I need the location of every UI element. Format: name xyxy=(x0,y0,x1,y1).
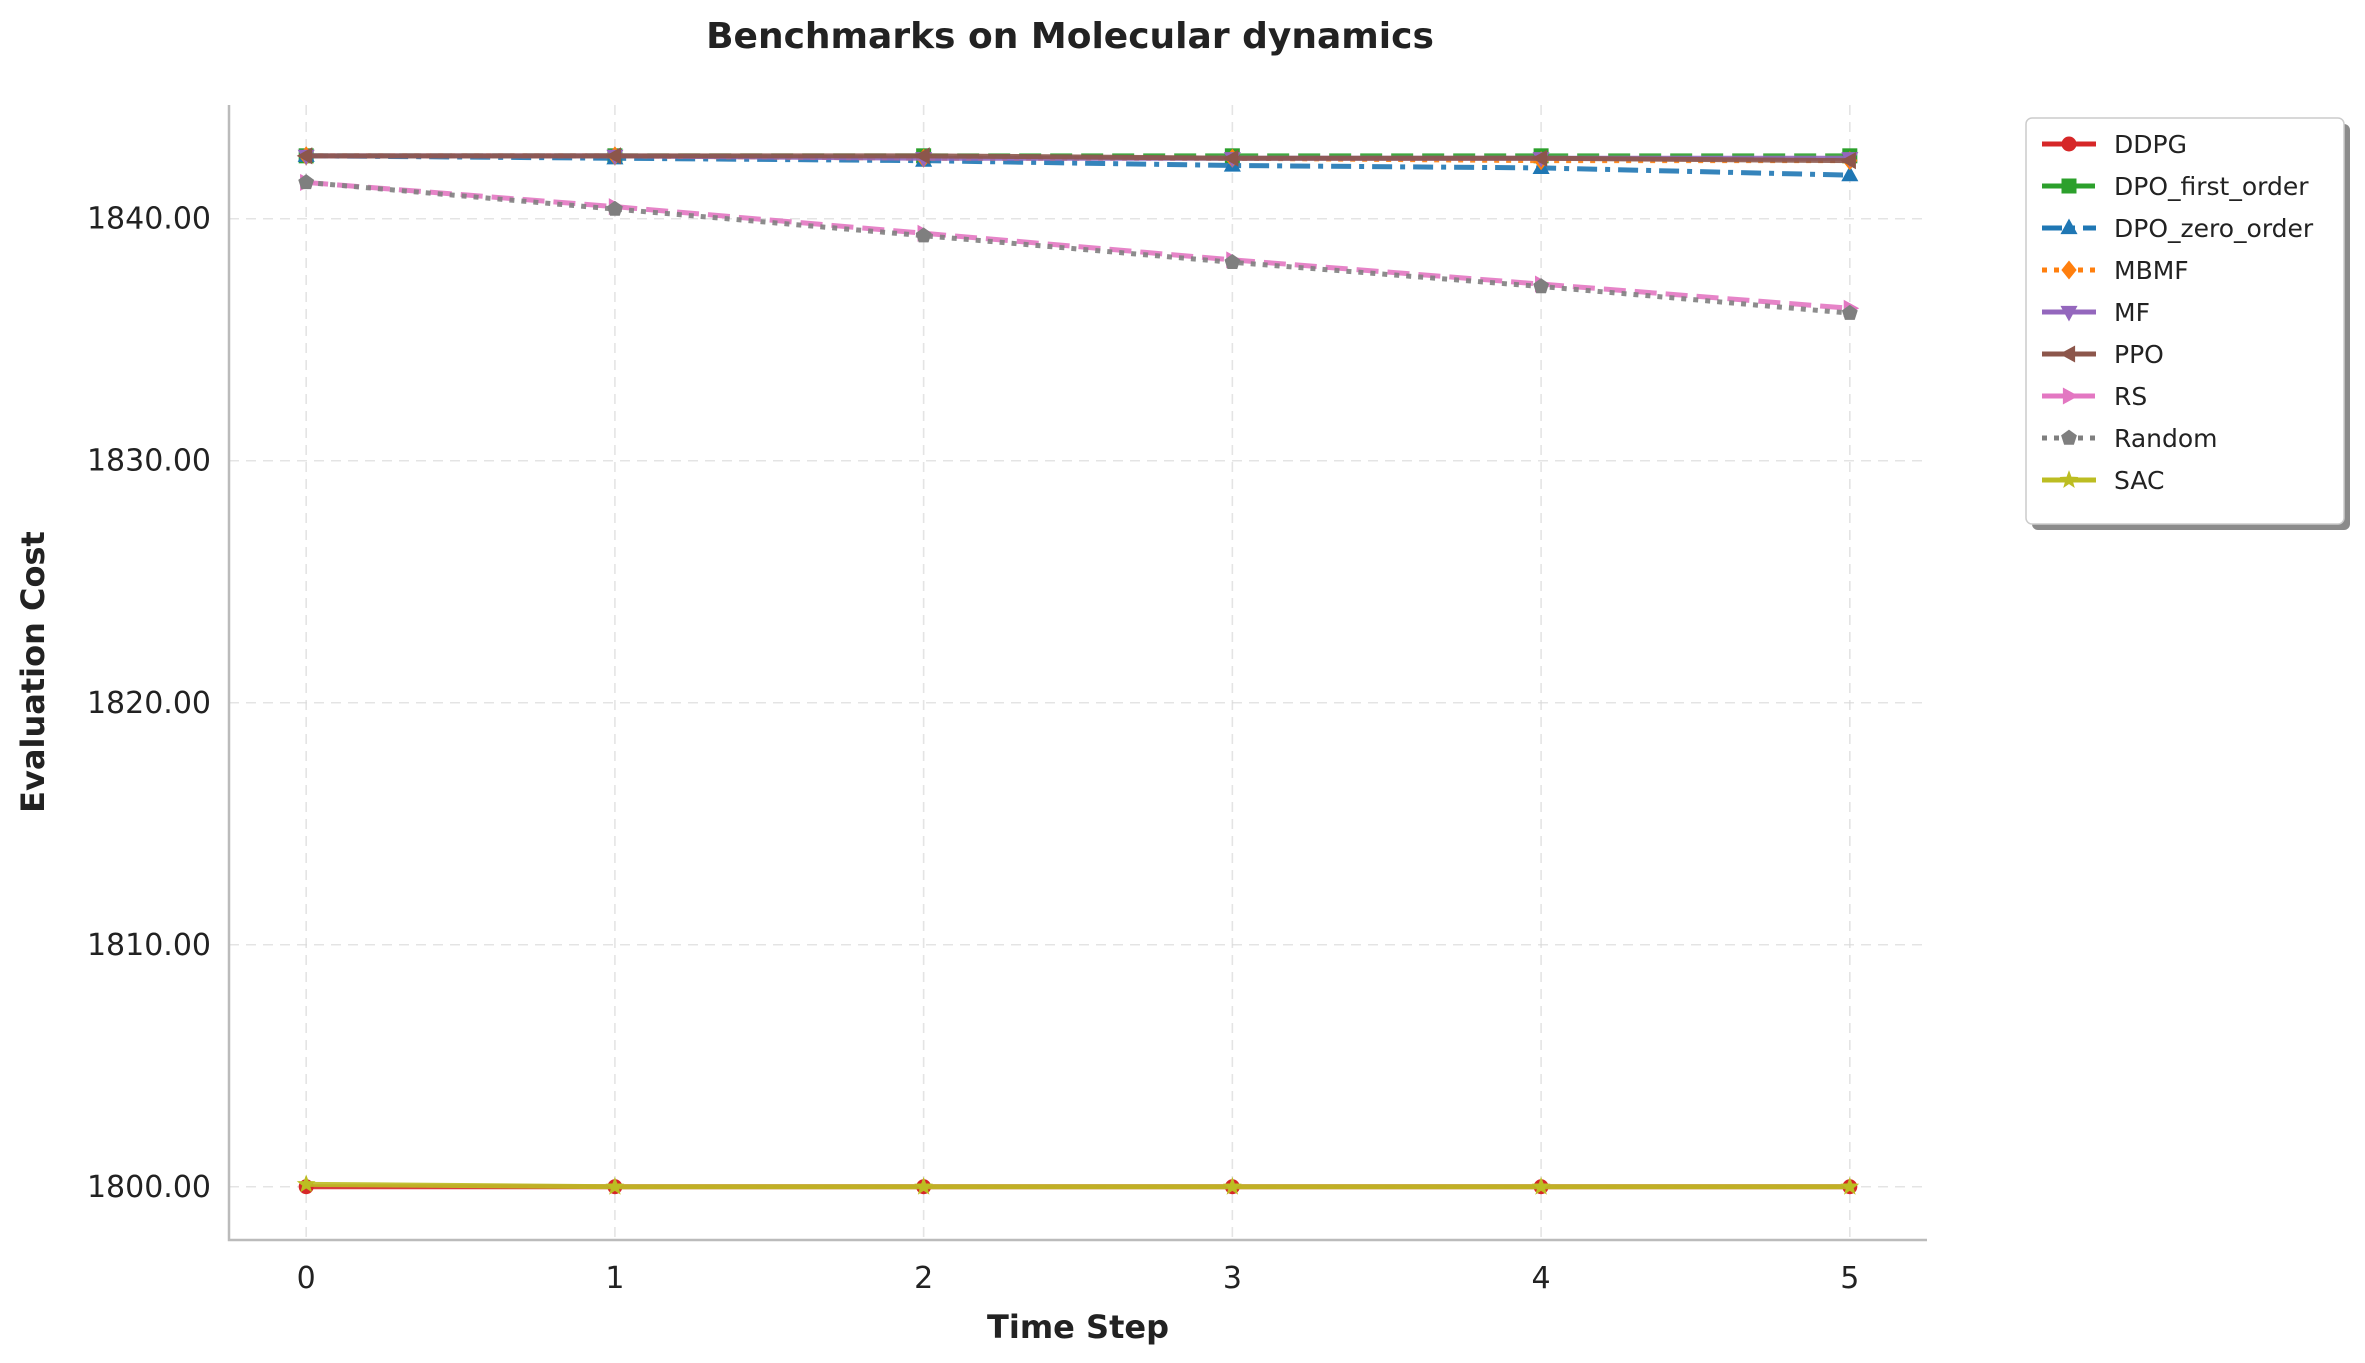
data-point-ppo xyxy=(605,147,622,165)
series-ppo xyxy=(296,147,1856,170)
series-sac xyxy=(296,1174,1860,1195)
x-tick-label: 2 xyxy=(914,1261,933,1296)
legend-label: Random xyxy=(2114,424,2218,453)
data-point-random xyxy=(1841,304,1858,320)
axes xyxy=(227,105,1927,1242)
data-point-sac xyxy=(296,1174,316,1193)
data-point-ppo xyxy=(914,147,930,165)
series-line-sac xyxy=(306,1181,1850,1190)
data-point-random xyxy=(298,174,315,190)
legend-marker xyxy=(2061,136,2077,152)
series-line-ppo xyxy=(306,153,1850,164)
y-tick-label: 1820.00 xyxy=(87,686,211,721)
legend-item-sac: SAC xyxy=(2042,466,2164,495)
data-point-ppo xyxy=(1531,149,1548,167)
series-layer xyxy=(296,146,1860,1195)
data-point-random xyxy=(915,227,932,243)
legend-label: DDPG xyxy=(2114,130,2187,159)
data-point-ppo xyxy=(296,147,313,165)
legend-label: DPO_first_order xyxy=(2114,172,2309,201)
data-point-dpo-zero-order xyxy=(1841,165,1859,182)
x-tick-label: 3 xyxy=(1223,1261,1242,1296)
data-point-sac xyxy=(914,1176,933,1195)
grid xyxy=(229,105,1927,1240)
y-tick-label: 1810.00 xyxy=(87,928,211,963)
axis-spines xyxy=(227,105,1927,1242)
data-point-random xyxy=(1224,253,1241,270)
legend-marker xyxy=(2060,305,2078,322)
legend-label: RS xyxy=(2114,382,2147,411)
data-point-random xyxy=(606,200,623,216)
legend: DDPG DPO_first_order DPO_zero_order MBMF MF P… xyxy=(2025,117,2350,530)
data-point-sac xyxy=(605,1176,625,1195)
x-ticks: 0 1 2 3 4 5 xyxy=(297,1261,1860,1296)
legend-label: DPO_zero_order xyxy=(2114,214,2314,243)
legend-item-mf: MF xyxy=(2042,298,2150,327)
legend-marker xyxy=(2062,387,2079,405)
data-point-sac xyxy=(1223,1176,1242,1195)
legend-label: MBMF xyxy=(2114,256,2189,285)
legend-item-mbmf: MBMF xyxy=(2042,256,2189,285)
data-point-sac xyxy=(1531,1176,1551,1195)
series-line-random xyxy=(305,179,1851,316)
x-tick-label: 0 xyxy=(297,1261,316,1296)
series-random xyxy=(298,174,1858,320)
series-dpo-zero-order xyxy=(297,146,1859,182)
legend-marker xyxy=(2060,218,2078,235)
series-line-rs xyxy=(305,179,1851,311)
data-point-random xyxy=(1533,278,1550,294)
y-axis-label: Evaluation Cost xyxy=(14,531,52,813)
data-point-ppo xyxy=(1840,152,1856,170)
legend-item-rs: RS xyxy=(2042,382,2147,411)
legend-marker xyxy=(2061,178,2077,194)
legend-item-ddpg: DDPG xyxy=(2042,130,2187,159)
x-tick-label: 4 xyxy=(1532,1261,1551,1296)
legend-item-dpo-zero-order: DPO_zero_order xyxy=(2042,214,2314,243)
legend-box xyxy=(2025,117,2345,525)
y-tick-label: 1830.00 xyxy=(87,444,211,479)
y-ticks: 1800.00 1810.00 1820.00 1830.00 1840.00 xyxy=(87,202,211,1205)
x-axis-label: Time Step xyxy=(987,1308,1169,1346)
data-point-ppo xyxy=(1222,149,1239,167)
y-tick-label: 1800.00 xyxy=(87,1170,211,1205)
x-tick-label: 1 xyxy=(605,1261,624,1296)
legend-marker xyxy=(2059,345,2076,363)
legend-marker xyxy=(2061,429,2077,445)
legend-label: PPO xyxy=(2114,340,2164,369)
legend-item-random: Random xyxy=(2042,424,2218,453)
data-point-sac xyxy=(1840,1176,1860,1195)
legend-item-ppo: PPO xyxy=(2042,340,2164,369)
legend-label: SAC xyxy=(2114,466,2164,495)
legend-label: MF xyxy=(2114,298,2150,327)
legend-marker xyxy=(2059,470,2079,488)
chart-title: Benchmarks on Molecular dynamics xyxy=(706,16,1434,57)
legend-item-dpo-first-order: DPO_first_order xyxy=(2042,172,2309,201)
x-tick-label: 5 xyxy=(1840,1261,1859,1296)
y-tick-label: 1840.00 xyxy=(87,202,211,237)
legend-marker xyxy=(2061,260,2077,280)
